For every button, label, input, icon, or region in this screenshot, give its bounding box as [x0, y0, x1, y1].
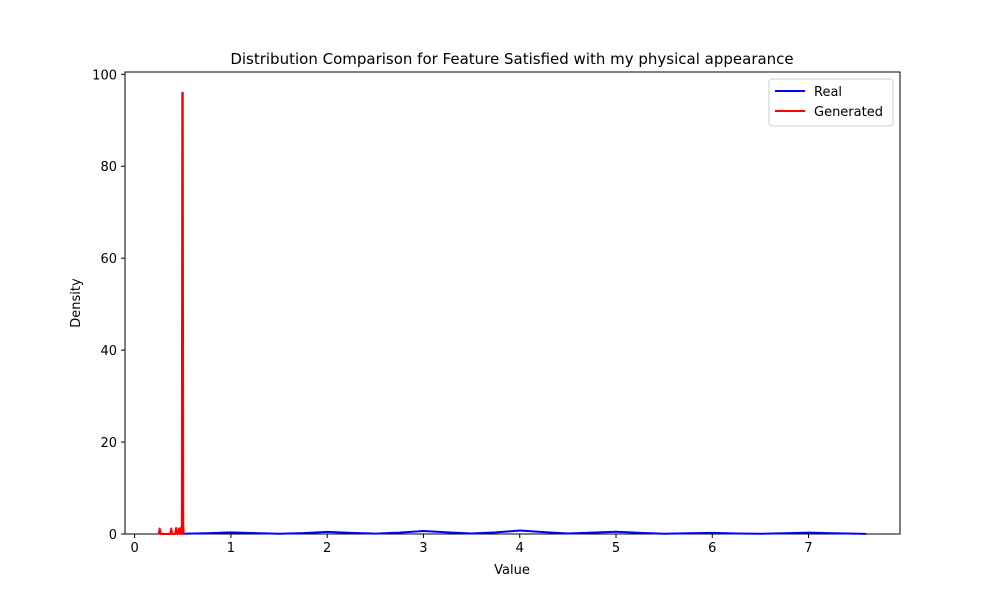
- legend-label-generated: Generated: [814, 105, 883, 120]
- legend-label-real: Real: [814, 85, 842, 100]
- x-tick-label: 7: [804, 541, 812, 556]
- y-axis-label: Density: [69, 278, 84, 328]
- y-tick-label: 100: [92, 68, 117, 83]
- y-tick-label: 0: [109, 528, 117, 543]
- x-tick-label: 2: [323, 541, 331, 556]
- x-tick-label: 3: [419, 541, 427, 556]
- y-axis-ticks: 0 20 40 60 80 100: [92, 68, 125, 543]
- chart-title: Distribution Comparison for Feature Sati…: [230, 50, 793, 68]
- y-tick-label: 40: [100, 344, 117, 359]
- series-line-real: [182, 529, 867, 535]
- x-tick-label: 6: [708, 541, 716, 556]
- series-line-generated: [157, 91, 185, 535]
- x-tick-label: 5: [612, 541, 620, 556]
- legend: Real Generated: [768, 78, 894, 127]
- x-tick-label: 1: [227, 541, 235, 556]
- y-tick-label: 80: [100, 160, 117, 175]
- x-axis-label: Value: [494, 563, 530, 578]
- plot-area-frame: [124, 71, 901, 535]
- x-tick-label: 4: [516, 541, 524, 556]
- x-axis-ticks: 0 1 2 3 4 5 6 7: [130, 534, 813, 556]
- y-tick-label: 20: [100, 436, 117, 451]
- y-tick-label: 60: [100, 252, 117, 267]
- x-tick-label: 0: [130, 541, 138, 556]
- series-layer: [157, 91, 867, 535]
